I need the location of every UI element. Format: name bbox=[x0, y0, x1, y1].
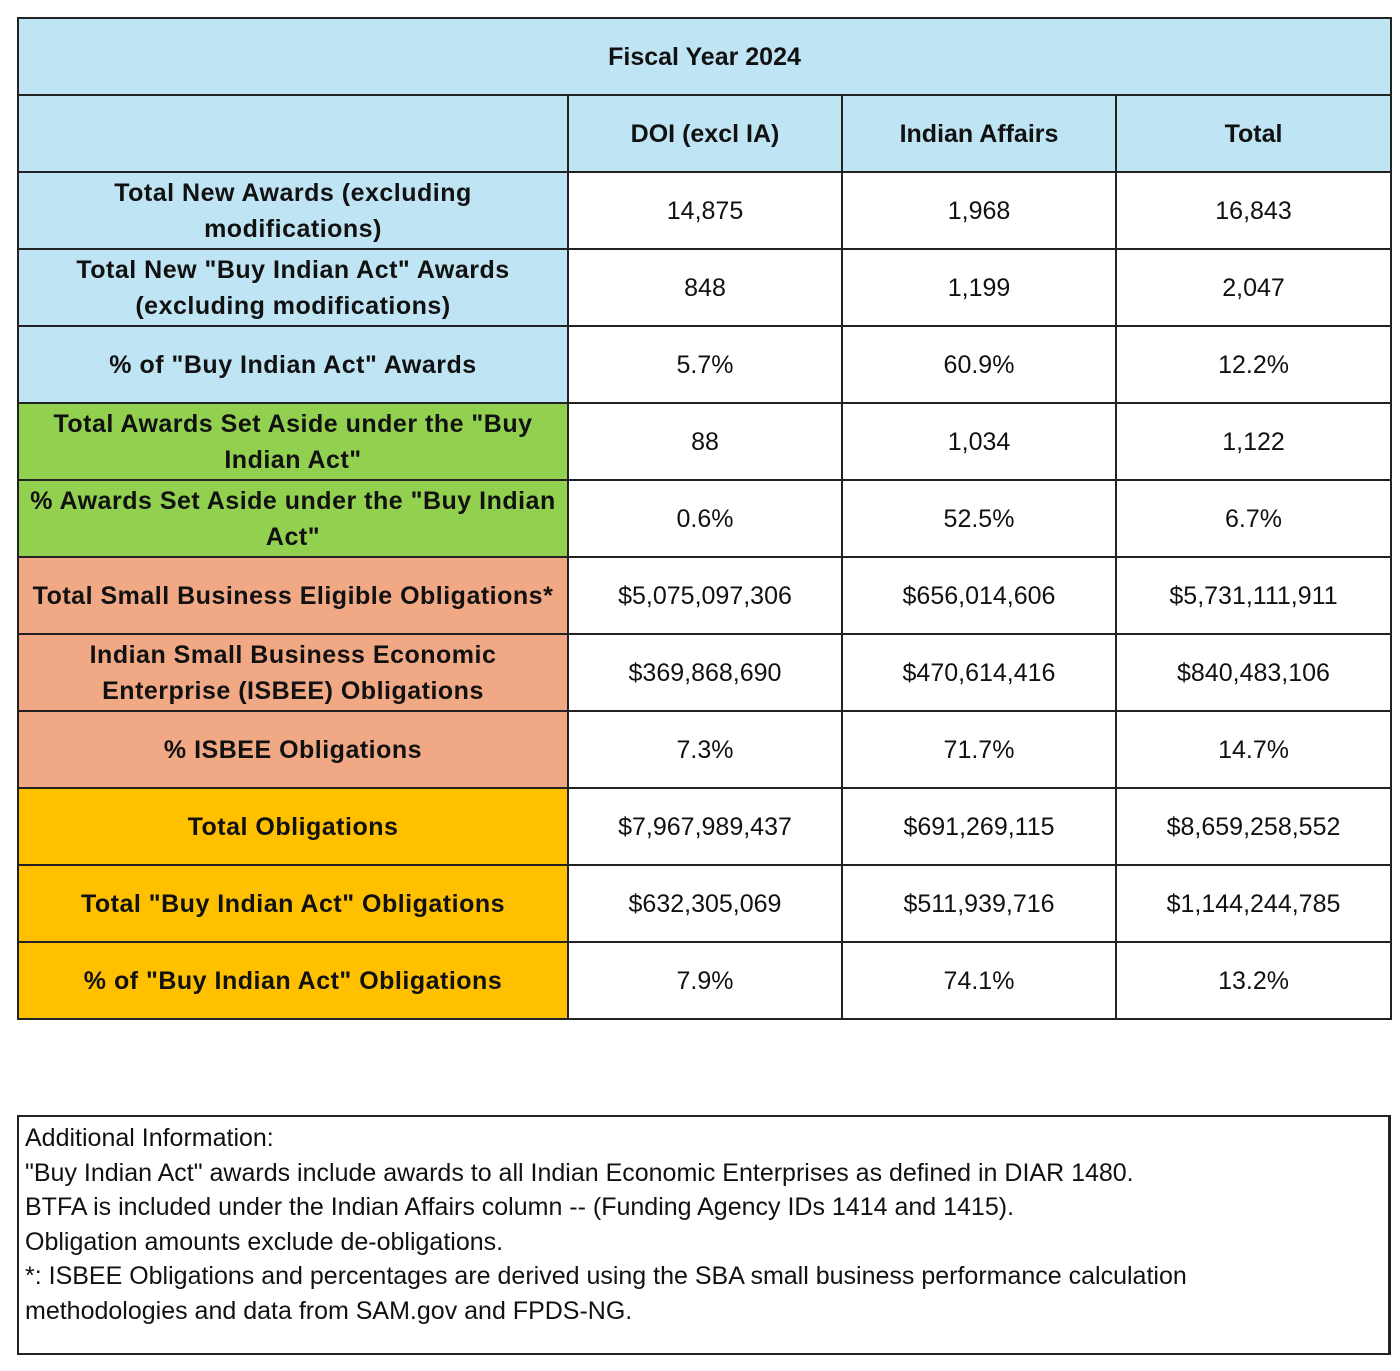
note-line: "Buy Indian Act" awards include awards t… bbox=[25, 1158, 1134, 1187]
row-label: Indian Small Business Economic Enterpris… bbox=[17, 633, 569, 712]
table-cell: 71.7% bbox=[841, 710, 1117, 789]
fiscal-year-table: Fiscal Year 2024 DOI (excl IA) Indian Af… bbox=[16, 17, 1393, 1020]
table-cell: 1,199 bbox=[841, 248, 1117, 327]
table-cell: 60.9% bbox=[841, 325, 1117, 404]
column-header-doi: DOI (excl IA) bbox=[567, 94, 843, 173]
title-row: Fiscal Year 2024 bbox=[16, 17, 1393, 96]
table-cell: 6.7% bbox=[1114, 479, 1393, 558]
table-cell: 7.9% bbox=[567, 941, 843, 1020]
table-row: Total Obligations $7,967,989,437 $691,269,… bbox=[17, 787, 1393, 866]
table-cell: $5,731,111,911 bbox=[1114, 556, 1393, 635]
note-line: methodologies and data from SAM.gov and … bbox=[25, 1296, 633, 1325]
table-cell: 2,047 bbox=[1114, 248, 1393, 327]
table-row: Indian Small Business Economic Enterpris… bbox=[17, 633, 1393, 712]
note-line: *: ISBEE Obligations and percentages are… bbox=[25, 1262, 1187, 1290]
table-row: % of "Buy Indian Act" Obligations 7.9% 74.… bbox=[17, 941, 1393, 1020]
notes-heading: Additional Information: bbox=[25, 1124, 274, 1152]
table-cell: 13.2% bbox=[1114, 941, 1393, 1020]
table-cell: $511,939,716 bbox=[841, 864, 1117, 943]
table-cell: $5,075,097,306 bbox=[567, 556, 843, 635]
table-cell: 1,968 bbox=[841, 171, 1117, 250]
table-cell: 5.7% bbox=[567, 325, 843, 404]
table-cell: 848 bbox=[567, 248, 843, 327]
table-cell: 0.6% bbox=[567, 479, 843, 558]
table-row: Total New Awards (excluding modification… bbox=[17, 171, 1393, 250]
table-cell: $840,483,106 bbox=[1114, 633, 1393, 712]
table-row: Total New "Buy Indian Act" Awards (exclu… bbox=[17, 248, 1393, 327]
row-label: % Awards Set Aside under the "Buy Indian… bbox=[17, 479, 569, 558]
row-label: Total Obligations bbox=[17, 787, 569, 866]
table-cell: 14,875 bbox=[567, 171, 843, 250]
table-row: Total Awards Set Aside under the "Buy In… bbox=[17, 402, 1393, 481]
column-header-blank bbox=[17, 94, 569, 173]
table-cell: 7.3% bbox=[567, 710, 843, 789]
table-cell: $7,967,989,437 bbox=[567, 787, 843, 866]
note-line: BTFA is included under the Indian Affair… bbox=[25, 1193, 1015, 1221]
table-row: Total Small Business Eligible Obligation… bbox=[17, 556, 1393, 635]
note-line: Obligation amounts exclude de-obligation… bbox=[25, 1227, 504, 1256]
row-label: % ISBEE Obligations bbox=[17, 710, 569, 789]
table-row: % Awards Set Aside under the "Buy Indian… bbox=[17, 479, 1393, 558]
row-label: % of "Buy Indian Act" Obligations bbox=[17, 941, 569, 1020]
table-cell: $8,659,258,552 bbox=[1114, 787, 1393, 866]
table-cell: $691,269,115 bbox=[841, 787, 1117, 866]
table-cell: $369,868,690 bbox=[567, 633, 843, 712]
table-cell: 52.5% bbox=[841, 479, 1117, 558]
row-label: Total New Awards (excluding modification… bbox=[17, 171, 569, 250]
table-row: Total "Buy Indian Act" Obligations $632,3… bbox=[17, 864, 1393, 943]
table-cell: $1,144,244,785 bbox=[1114, 864, 1393, 943]
header-row: DOI (excl IA) Indian Affairs Total bbox=[17, 94, 1393, 173]
row-label: Total New "Buy Indian Act" Awards (exclu… bbox=[17, 248, 569, 327]
table-cell: 16,843 bbox=[1114, 171, 1393, 250]
table-cell: $632,305,069 bbox=[567, 864, 843, 943]
column-header-indian-affairs: Indian Affairs bbox=[841, 94, 1117, 173]
table-cell: $656,014,606 bbox=[841, 556, 1117, 635]
table-cell: 74.1% bbox=[841, 941, 1117, 1020]
table-cell: 1,122 bbox=[1114, 402, 1393, 481]
row-label: Total Awards Set Aside under the "Buy In… bbox=[17, 402, 569, 481]
table-row: % of "Buy Indian Act" Awards 5.7% 60.9% 12.… bbox=[17, 325, 1393, 404]
additional-information-box: Additional Information: "Buy Indian Act" … bbox=[17, 1115, 1391, 1355]
row-label: Total Small Business Eligible Obligation… bbox=[17, 556, 569, 635]
table-cell: 1,034 bbox=[841, 402, 1117, 481]
table-row: % ISBEE Obligations 7.3% 71.7% 14.7% bbox=[17, 710, 1393, 789]
column-header-total: Total bbox=[1114, 94, 1393, 173]
table-cell: $470,614,416 bbox=[841, 633, 1117, 712]
table-title: Fiscal Year 2024 bbox=[16, 17, 1393, 96]
table-cell: 12.2% bbox=[1114, 325, 1393, 404]
table-cell: 14.7% bbox=[1114, 710, 1393, 789]
table-cell: 88 bbox=[567, 402, 843, 481]
row-label: % of "Buy Indian Act" Awards bbox=[17, 325, 569, 404]
row-label: Total "Buy Indian Act" Obligations bbox=[17, 864, 569, 943]
